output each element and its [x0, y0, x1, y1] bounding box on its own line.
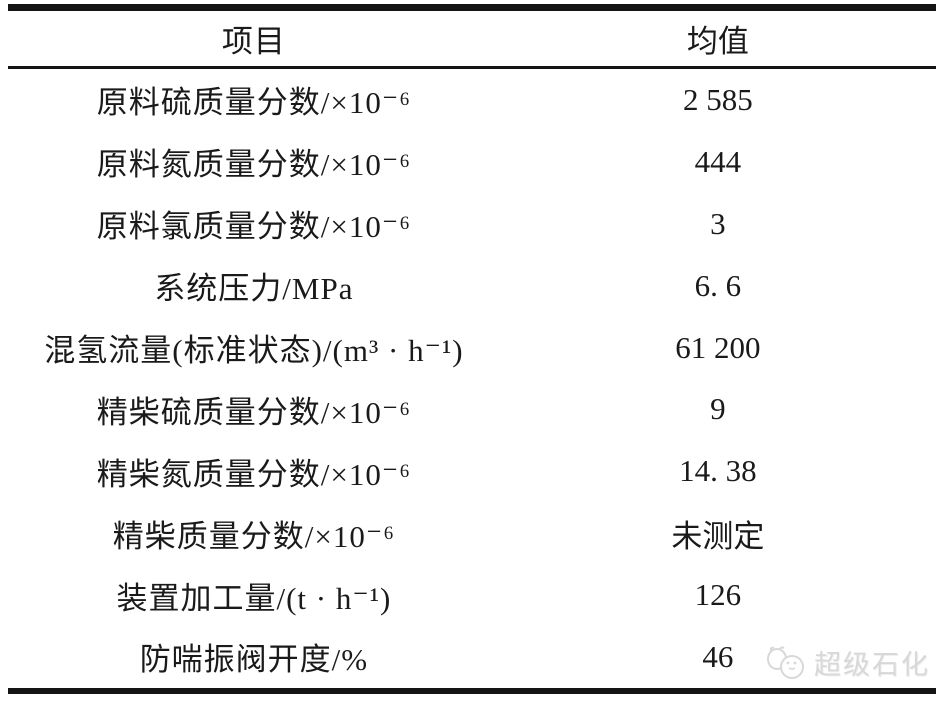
- item-cell: 精柴硫质量分数/×10⁻⁶: [96, 394, 412, 430]
- value-cell: 9: [710, 391, 726, 427]
- table-top-rule: [8, 4, 936, 11]
- table-row: 原料氯质量分数/×10⁻⁶ 3: [8, 193, 936, 255]
- table-row: 防喘振阀开度/% 46: [8, 626, 936, 688]
- column-header-item: 项目: [221, 24, 286, 59]
- column-header-mean: 均值: [686, 24, 749, 59]
- table-header-row: 项目 均值: [8, 11, 936, 66]
- table-row: 精柴质量分数/×10⁻⁶ 未测定: [8, 502, 936, 564]
- value-cell: 444: [694, 143, 742, 179]
- mascot-face-icon: [766, 645, 808, 680]
- item-cell: 精柴质量分数/×10⁻⁶: [112, 518, 396, 554]
- watermark-text: 超级石化: [814, 650, 930, 680]
- item-cell: 原料氮质量分数/×10⁻⁶: [96, 147, 412, 183]
- watermark: 超级石化: [766, 643, 930, 682]
- data-table: 项目 均值 原料硫质量分数/×10⁻⁶ 2 585 原料氮质量分数/×10⁻⁶ …: [8, 4, 936, 694]
- table-row: 装置加工量/(t · h⁻¹) 126: [8, 564, 936, 626]
- table-bottom-rule: [8, 687, 936, 694]
- value-cell: 6. 6: [694, 267, 742, 303]
- table-row: 原料硫质量分数/×10⁻⁶ 2 585: [8, 69, 936, 131]
- value-cell: 3: [710, 205, 726, 241]
- value-cell: 未测定: [671, 518, 765, 554]
- table-row: 精柴氮质量分数/×10⁻⁶ 14. 38: [8, 440, 936, 502]
- table-header-rule: [8, 66, 936, 69]
- table-row: 精柴硫质量分数/×10⁻⁶ 9: [8, 378, 936, 440]
- value-cell: 126: [694, 577, 742, 613]
- item-cell: 原料氯质量分数/×10⁻⁶: [96, 209, 412, 245]
- value-cell: 61 200: [675, 329, 761, 365]
- value-cell: 46: [702, 638, 734, 674]
- item-cell: 原料硫质量分数/×10⁻⁶: [96, 85, 412, 121]
- table-row: 系统压力/MPa 6. 6: [8, 255, 936, 317]
- item-cell: 装置加工量/(t · h⁻¹): [116, 580, 392, 616]
- table-row: 混氢流量(标准状态)/(m³ · h⁻¹) 61 200: [8, 317, 936, 379]
- item-cell: 混氢流量(标准状态)/(m³ · h⁻¹): [44, 333, 464, 368]
- table-row: 原料氮质量分数/×10⁻⁶ 444: [8, 131, 936, 193]
- item-cell: 精柴氮质量分数/×10⁻⁶: [96, 456, 412, 492]
- item-cell: 防喘振阀开度/%: [139, 642, 369, 678]
- value-cell: 2 585: [683, 81, 753, 117]
- item-cell: 系统压力/MPa: [154, 271, 354, 307]
- value-cell: 14. 38: [679, 453, 757, 489]
